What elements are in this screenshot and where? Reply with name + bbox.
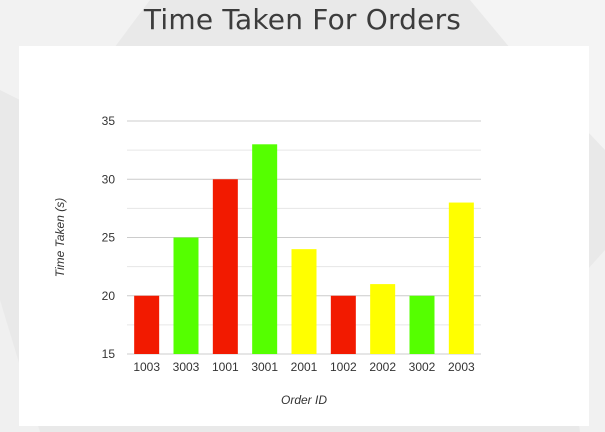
x-tick-label: 1001 — [212, 360, 239, 374]
y-tick-label: 30 — [102, 172, 116, 186]
bar-1002[interactable] — [330, 295, 356, 354]
bar-3001[interactable] — [252, 144, 278, 354]
x-tick-label: 2002 — [369, 360, 396, 374]
bar-2002[interactable] — [370, 284, 396, 354]
page-title: Time Taken For Orders — [143, 3, 462, 36]
x-tick-label: 3001 — [251, 360, 278, 374]
y-tick-labels: 15 20 25 30 35 — [102, 114, 116, 361]
x-tick-label: 3003 — [173, 360, 200, 374]
bar-1003[interactable] — [134, 295, 160, 354]
x-tick-label: 1003 — [133, 360, 160, 374]
y-axis-title: Time Taken (s) — [53, 198, 67, 277]
y-tick-label: 20 — [102, 289, 116, 303]
chart-card: 15 20 25 30 35 1003 3003 1001 3001 2001 1002 2002 3… — [19, 46, 589, 426]
bar-chart: 15 20 25 30 35 1003 3003 1001 3001 2001 1002 2002 3… — [53, 114, 481, 407]
y-tick-label: 35 — [102, 114, 116, 128]
x-axis-title: Order ID — [281, 393, 327, 407]
x-tick-label: 3002 — [409, 360, 436, 374]
bar-2003[interactable] — [448, 202, 474, 354]
y-tick-label: 15 — [102, 347, 116, 361]
bar-3002[interactable] — [409, 295, 435, 354]
bar-1001[interactable] — [212, 179, 238, 354]
x-tick-label: 2003 — [448, 360, 475, 374]
bar-2001[interactable] — [291, 249, 317, 354]
x-tick-labels: 1003 3003 1001 3001 2001 1002 2002 3002 2003 — [133, 360, 475, 374]
bar-3003[interactable] — [173, 237, 199, 355]
x-tick-label: 1002 — [330, 360, 357, 374]
bars — [134, 144, 474, 354]
y-tick-label: 25 — [102, 231, 116, 245]
x-tick-label: 2001 — [291, 360, 318, 374]
